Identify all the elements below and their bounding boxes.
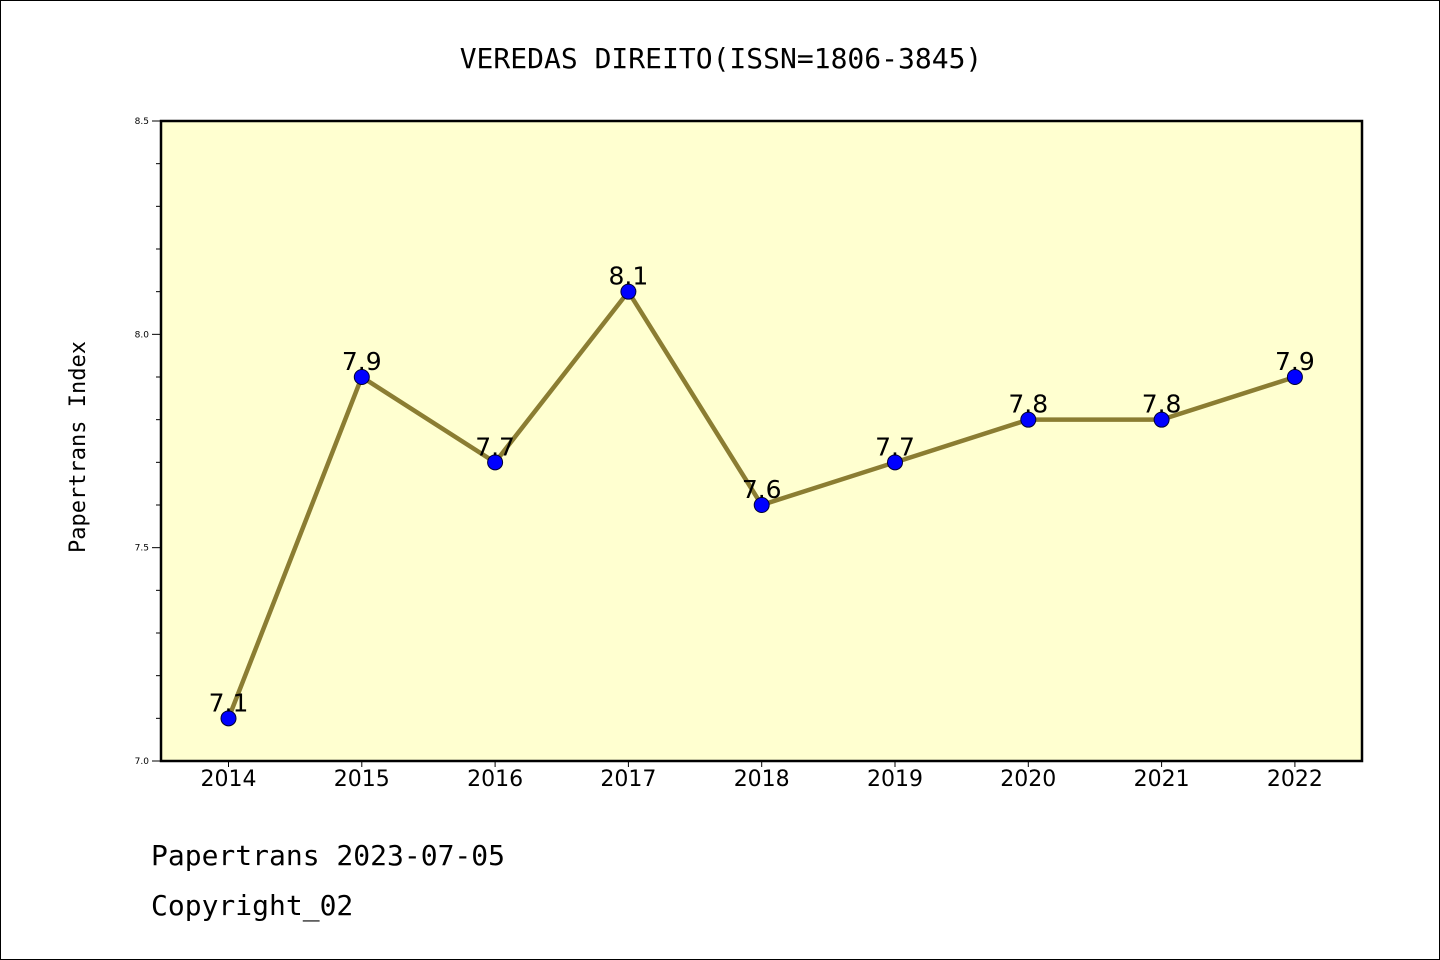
- x-tick-label: 2017: [600, 767, 656, 792]
- y-tick-label: 8.0: [135, 330, 150, 340]
- data-labels-group: 7.1 7.9 7.7 8.1 7.6 7.7 7.8 7.8 7.9: [209, 262, 1315, 718]
- y-axis-label: Papertrans Index: [66, 341, 91, 553]
- plot-area: [161, 121, 1362, 761]
- data-point: [487, 454, 504, 471]
- x-tick-label: 2015: [334, 767, 390, 792]
- data-point: [887, 454, 903, 471]
- y-tick-label: 7.5: [135, 544, 149, 554]
- data-point: [1020, 411, 1037, 428]
- data-label: 7.6: [742, 475, 782, 504]
- data-point: [620, 283, 637, 300]
- series-markers-group: [220, 283, 1303, 727]
- y-axis-ticks: 7.0 7.5 8.0 8.5: [135, 117, 161, 767]
- data-label: 7.7: [875, 432, 915, 461]
- data-label: 7.7: [475, 432, 515, 461]
- y-tick-label: 7.0: [135, 757, 150, 767]
- y-tick-label: 8.5: [135, 117, 149, 127]
- data-label: 7.8: [1008, 390, 1048, 419]
- plot-border: [159, 119, 1364, 763]
- data-point: [220, 710, 237, 727]
- x-axis-ticks: 2014 2015 2016 2017 2018 2019 2020 2021 2022: [201, 761, 1323, 792]
- x-tick-label: 2018: [734, 767, 790, 792]
- data-label: 7.8: [1142, 390, 1182, 419]
- x-tick-label: 2016: [467, 767, 523, 792]
- data-point: [753, 497, 770, 513]
- x-tick-label: 2020: [1000, 767, 1056, 792]
- data-label: 8.1: [609, 262, 649, 291]
- x-tick-label: 2014: [201, 767, 257, 792]
- data-point: [1153, 411, 1170, 428]
- x-tick-label: 2022: [1267, 767, 1323, 792]
- data-point: [353, 369, 370, 385]
- data-label: 7.1: [209, 688, 249, 717]
- data-label: 7.9: [342, 347, 382, 376]
- footer-copyright-text: Copyright_02: [151, 889, 353, 923]
- x-tick-label: 2021: [1134, 767, 1190, 792]
- footer-date-text: Papertrans 2023-07-05: [151, 839, 505, 872]
- data-point: [1286, 369, 1303, 385]
- data-label: 7.9: [1275, 347, 1315, 376]
- x-tick-label: 2019: [867, 767, 923, 792]
- chart-title: VEREDAS DIREITO(ISSN=1806-3845): [460, 42, 983, 75]
